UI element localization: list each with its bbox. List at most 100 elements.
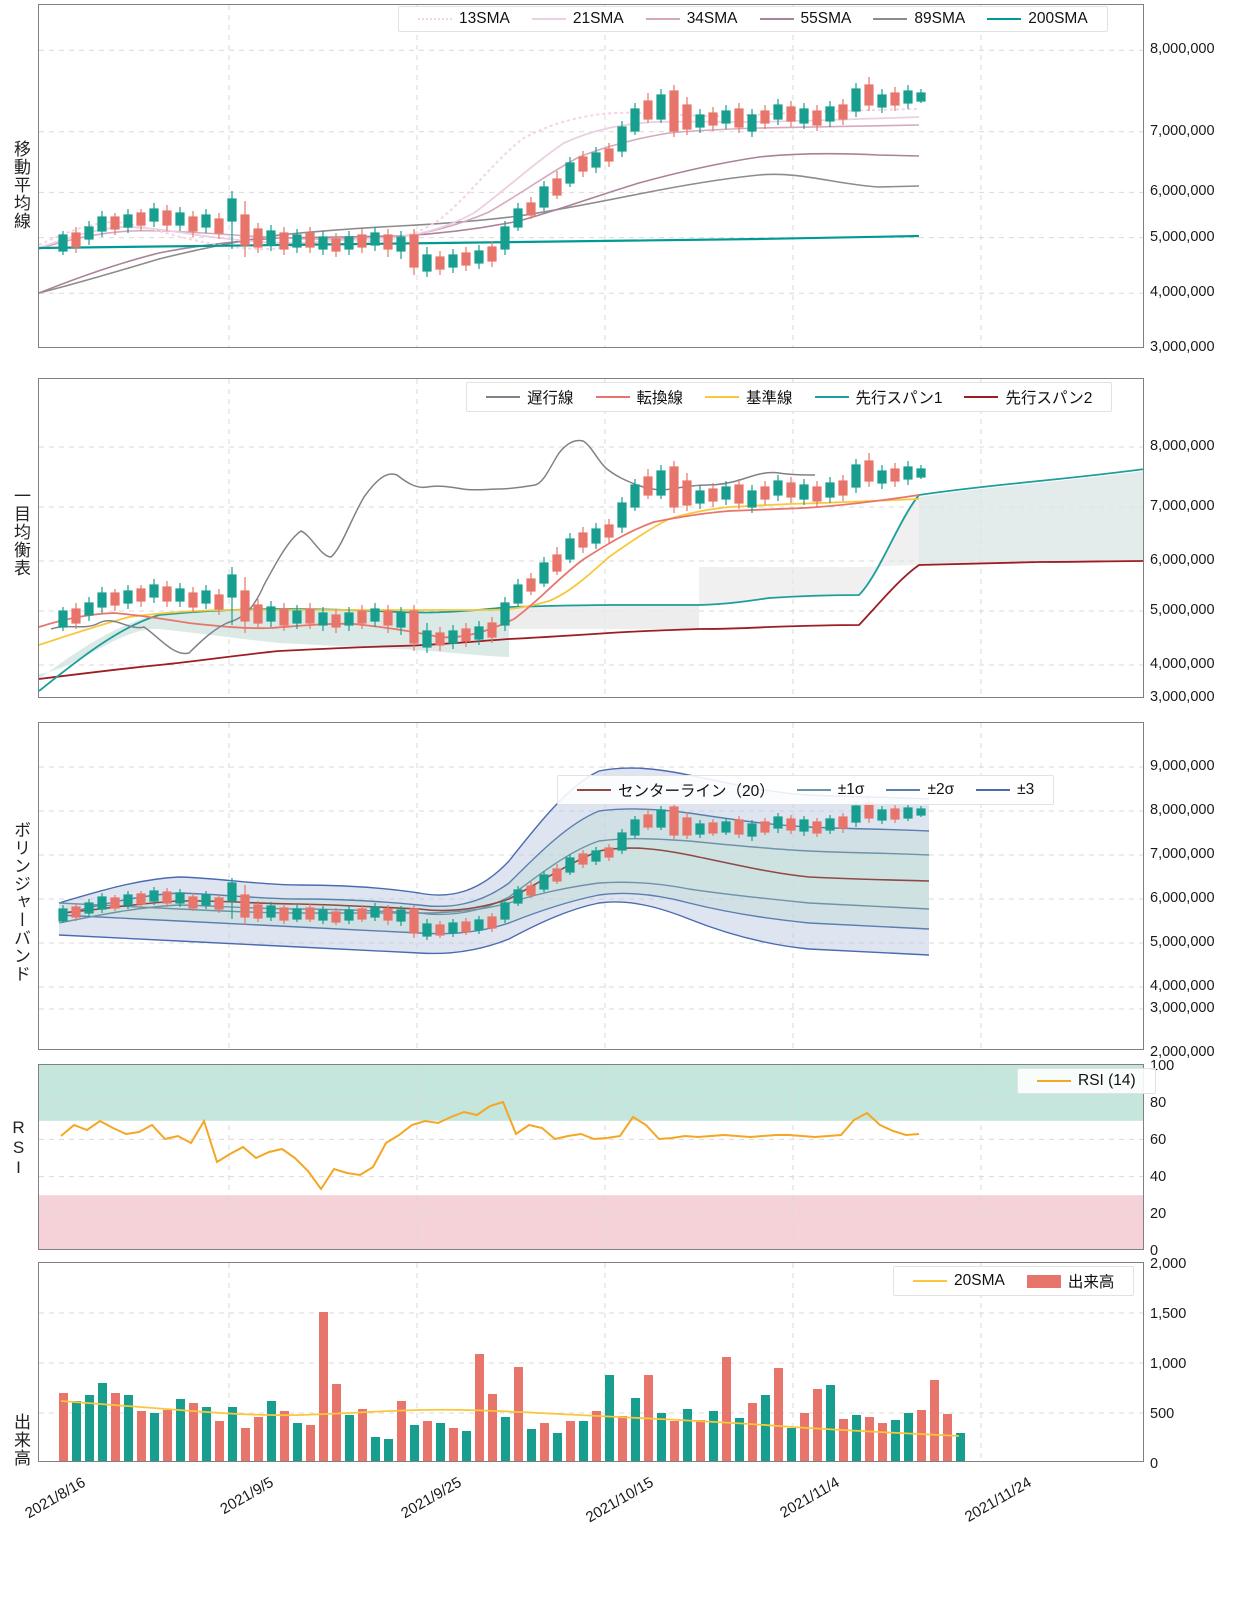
ytick: 4,000,000 — [1150, 978, 1215, 994]
ytick: 8,000,000 — [1150, 41, 1215, 57]
line-swatch-tenkan — [595, 396, 630, 398]
line-swatch-21sma — [531, 18, 566, 20]
legend-label-55sma: 55SMA — [800, 10, 852, 27]
legend-item-89sma[interactable]: 89SMA — [862, 10, 976, 28]
ytick: 3,000,000 — [1150, 339, 1215, 355]
legend-label-sigma2: ±2σ — [927, 781, 955, 798]
ytick: 5,000,000 — [1150, 602, 1215, 618]
ytick: 6,000,000 — [1150, 552, 1215, 568]
line-swatch-55sma — [759, 18, 794, 20]
panel-rsi-plot — [38, 1064, 1144, 1250]
legend-label-senkou-span-1: 先行スパン1 — [855, 390, 943, 407]
legend-volume[interactable]: 20SMA 出来高 — [893, 1266, 1135, 1296]
legend-label-21sma: 21SMA — [572, 10, 624, 27]
ytick: 7,000,000 — [1150, 123, 1215, 139]
ichimoku-svg — [39, 379, 1143, 697]
ytick: 5,000,000 — [1150, 229, 1215, 245]
line-swatch-89sma — [873, 18, 908, 20]
legend-label-sigma3: ±3 — [1017, 781, 1035, 798]
ytick: 8,000,000 — [1150, 438, 1215, 454]
panel-bollinger-ylabel: ボリンジャーバンド — [11, 821, 30, 983]
legend-label-13sma: 13SMA — [459, 10, 510, 27]
panel-volume: 出来高 — [0, 1252, 1254, 1600]
line-swatch-kijun — [705, 396, 740, 398]
legend-item-center-line[interactable]: センターライン（20） — [566, 779, 786, 801]
legend-item-senkou-span-1[interactable]: 先行スパン1 — [804, 386, 954, 408]
legend-item-volume-bars[interactable]: 出来高 — [1016, 1270, 1126, 1292]
ytick: 80 — [1150, 1095, 1167, 1111]
legend-label-89sma: 89SMA — [914, 10, 966, 27]
xaxis-label: 2021/9/5 — [217, 1474, 277, 1518]
legend-item-sigma3[interactable]: ±3 — [965, 781, 1045, 799]
bar-swatch-volume — [1026, 1274, 1061, 1288]
legend-label-senkou-span-2: 先行スパン2 — [1005, 390, 1093, 407]
ytick: 6,000,000 — [1150, 183, 1215, 199]
line-swatch-sigma2 — [886, 789, 921, 791]
legend-item-sigma1[interactable]: ±1σ — [786, 781, 876, 799]
legend-moving-average[interactable]: 13SMA 21SMA 34SMA 55SMA 89SMA 200SMA — [398, 6, 1108, 32]
legend-item-volume-20sma[interactable]: 20SMA — [902, 1272, 1016, 1290]
legend-item-rsi14[interactable]: RSI (14) — [1026, 1072, 1147, 1090]
legend-item-chikou[interactable]: 遅行線 — [475, 386, 585, 408]
panel-moving-average-ylabel: 移動平均線 — [11, 140, 30, 230]
ytick: 2,000,000 — [1150, 1044, 1215, 1060]
ytick: 500 — [1150, 1406, 1175, 1422]
panel-moving-average: 移動平均線 — [0, 0, 1254, 355]
ytick: 4,000,000 — [1150, 656, 1215, 672]
ytick: 7,000,000 — [1150, 846, 1215, 862]
legend-label-sigma1: ±1σ — [837, 781, 865, 798]
legend-item-34sma[interactable]: 34SMA — [635, 10, 749, 28]
ytick: 40 — [1150, 1169, 1167, 1185]
volume-svg — [39, 1263, 1143, 1461]
legend-label-tenkan: 転換線 — [636, 390, 684, 407]
bollinger-svg — [39, 723, 1143, 1049]
legend-item-tenkan[interactable]: 転換線 — [585, 386, 695, 408]
ytick: 1,000 — [1150, 1356, 1187, 1372]
legend-item-senkou-span-2[interactable]: 先行スパン2 — [953, 386, 1103, 408]
ytick: 3,000,000 — [1150, 689, 1215, 705]
line-swatch-rsi14 — [1037, 1080, 1071, 1082]
legend-item-kijun[interactable]: 基準線 — [694, 386, 804, 408]
panel-volume-ylabel: 出来高 — [11, 1413, 30, 1467]
panel-ichimoku-plot — [38, 378, 1144, 698]
panel-ichimoku: 一目均衡表 — [0, 352, 1254, 712]
ytick: 6,000,000 — [1150, 890, 1215, 906]
ytick: 100 — [1150, 1058, 1175, 1074]
legend-label-rsi14: RSI (14) — [1078, 1072, 1136, 1089]
line-swatch-senkou-span-2 — [964, 396, 999, 398]
legend-item-55sma[interactable]: 55SMA — [749, 10, 863, 28]
legend-bollinger[interactable]: センターライン（20） ±1σ ±2σ ±3 — [557, 775, 1055, 805]
ytick: 1,500 — [1150, 1306, 1187, 1322]
legend-label-chikou: 遅行線 — [527, 390, 574, 407]
candlestick-series-sma — [58, 77, 926, 277]
line-swatch-13sma — [418, 18, 452, 20]
xaxis-label: 2021/11/4 — [777, 1474, 843, 1522]
line-swatch-senkou-span-1 — [814, 396, 849, 398]
legend-item-13sma[interactable]: 13SMA — [407, 10, 521, 28]
line-swatch-34sma — [645, 18, 680, 20]
line-swatch-sigma1 — [796, 789, 831, 791]
panel-rsi: RSI — [0, 1056, 1254, 1259]
ytick: 2,000 — [1150, 1256, 1187, 1272]
legend-label-volume: 出来高 — [1067, 1274, 1115, 1291]
line-swatch-volume-20sma — [913, 1280, 947, 1282]
xaxis-label: 2021/11/24 — [961, 1474, 1035, 1526]
volume-bars — [59, 1312, 965, 1461]
xaxis-label: 2021/10/15 — [582, 1474, 657, 1527]
legend-item-200sma[interactable]: 200SMA — [976, 10, 1098, 28]
panel-ichimoku-ylabel: 一目均衡表 — [11, 487, 30, 577]
legend-label-kijun: 基準線 — [746, 390, 793, 407]
panel-bollinger: ボリンジャーバンド — [0, 712, 1254, 1060]
ytick: 9,000,000 — [1150, 758, 1215, 774]
legend-label-center-line: センターライン（20） — [618, 783, 775, 800]
legend-ichimoku[interactable]: 遅行線 転換線 基準線 先行スパン1 先行スパン2 — [466, 382, 1113, 412]
panel-bollinger-plot — [38, 722, 1144, 1050]
legend-item-21sma[interactable]: 21SMA — [521, 10, 635, 28]
xaxis-label: 2021/9/25 — [398, 1474, 465, 1523]
ytick: 0 — [1150, 1243, 1159, 1259]
legend-item-sigma2[interactable]: ±2σ — [875, 781, 965, 799]
line-swatch-chikou — [486, 396, 520, 398]
line-swatch-sigma3 — [976, 789, 1011, 791]
ytick: 3,000,000 — [1150, 1000, 1215, 1016]
legend-rsi[interactable]: RSI (14) — [1017, 1068, 1156, 1094]
